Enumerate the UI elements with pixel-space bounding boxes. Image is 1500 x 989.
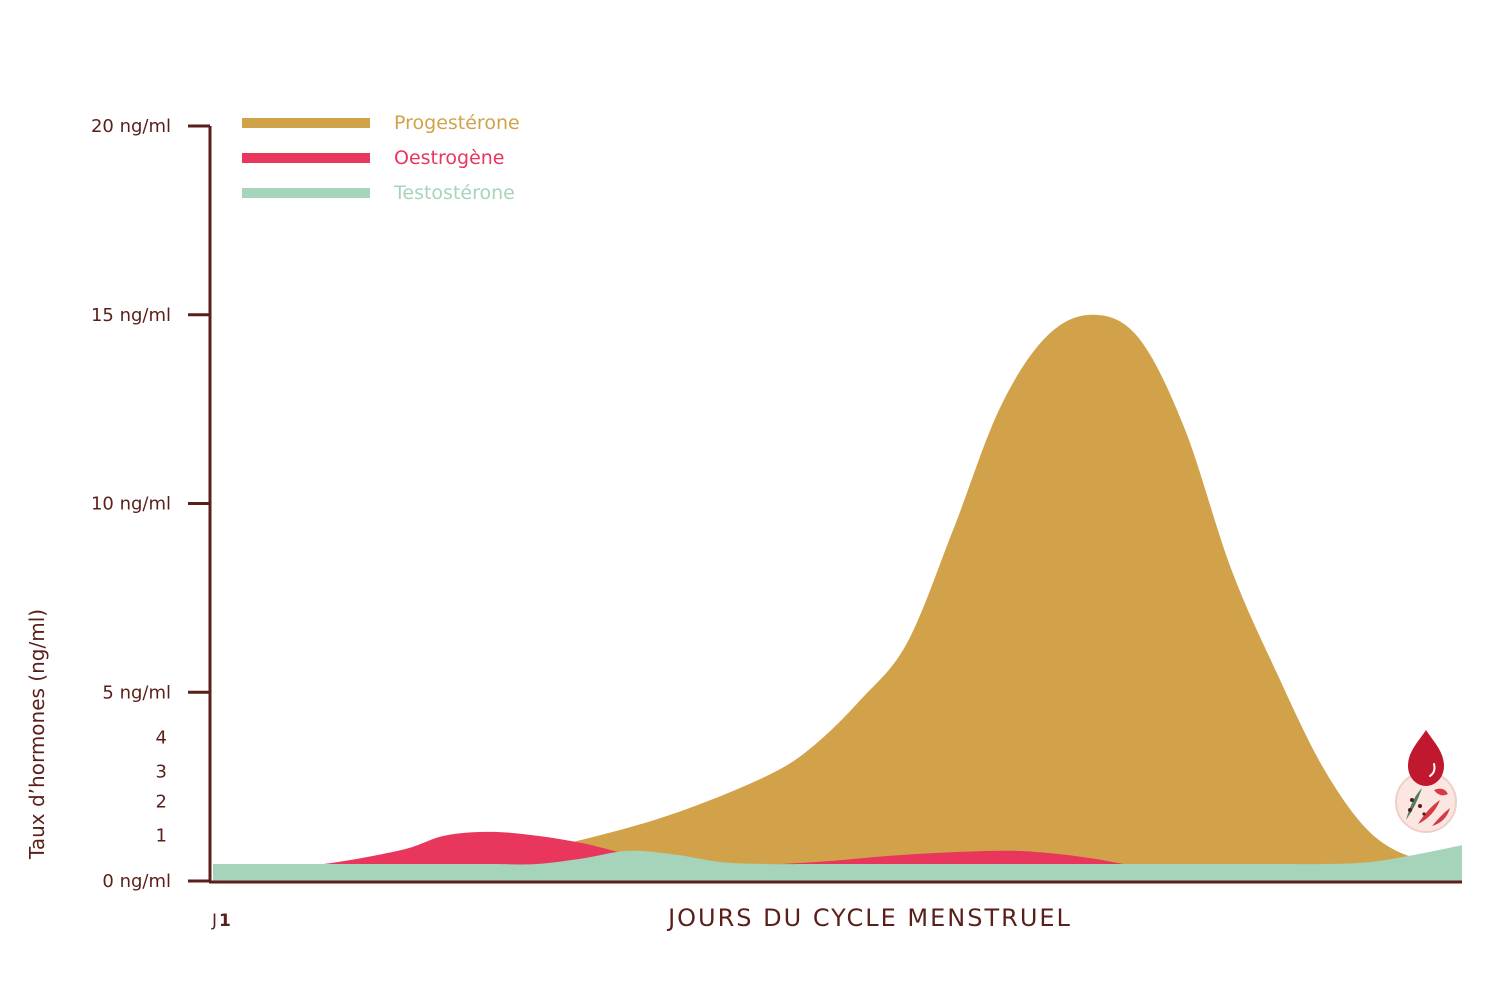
start-day-number: 1 [219, 911, 231, 931]
blood-drop-flower-icon [1395, 730, 1457, 833]
x-axis-label: JOURS DU CYCLE MENSTRUEL [666, 904, 1072, 932]
y-ticks: 0 ng/ml 5 ng/ml 10 ng/ml 15 ng/ml 20 ng/ml [91, 116, 210, 892]
leaf [1434, 788, 1448, 796]
y-tick-label: 20 ng/ml [91, 116, 171, 137]
y-minor-labels: 1 2 3 4 [156, 728, 167, 847]
y-tick-label: 0 ng/ml [102, 871, 171, 892]
y-minor-label: 4 [156, 728, 167, 749]
y-minor-label: 3 [156, 762, 167, 783]
y-tick-label: 10 ng/ml [91, 494, 171, 515]
y-minor-label: 2 [156, 792, 167, 813]
legend-swatch [242, 188, 370, 198]
leaf [1418, 800, 1440, 824]
legend-swatch [242, 153, 370, 163]
legend-swatch [242, 118, 370, 128]
start-day-prefix: J [211, 911, 217, 931]
drop-highlight [1429, 763, 1436, 777]
leaf [1432, 808, 1450, 826]
seed-dot [1408, 808, 1412, 812]
legend: Progestérone Oestrogène Testostérone [242, 112, 520, 204]
seed-dot [1418, 804, 1422, 808]
area-testosterone [213, 845, 1462, 881]
legend-label: Progestérone [394, 112, 520, 134]
seed-dot [1422, 812, 1426, 816]
y-axis-label: Taux d’hormones (ng/ml) [25, 609, 49, 860]
legend-label: Oestrogène [394, 147, 505, 169]
seed-dot [1410, 798, 1414, 802]
area-progesterone [213, 314, 1462, 881]
legend-label: Testostérone [393, 182, 515, 204]
blood-drop [1408, 730, 1444, 786]
y-tick-label: 15 ng/ml [91, 305, 171, 326]
y-minor-label: 1 [156, 826, 167, 847]
series-areas [213, 314, 1462, 881]
y-tick-label: 5 ng/ml [102, 682, 171, 703]
